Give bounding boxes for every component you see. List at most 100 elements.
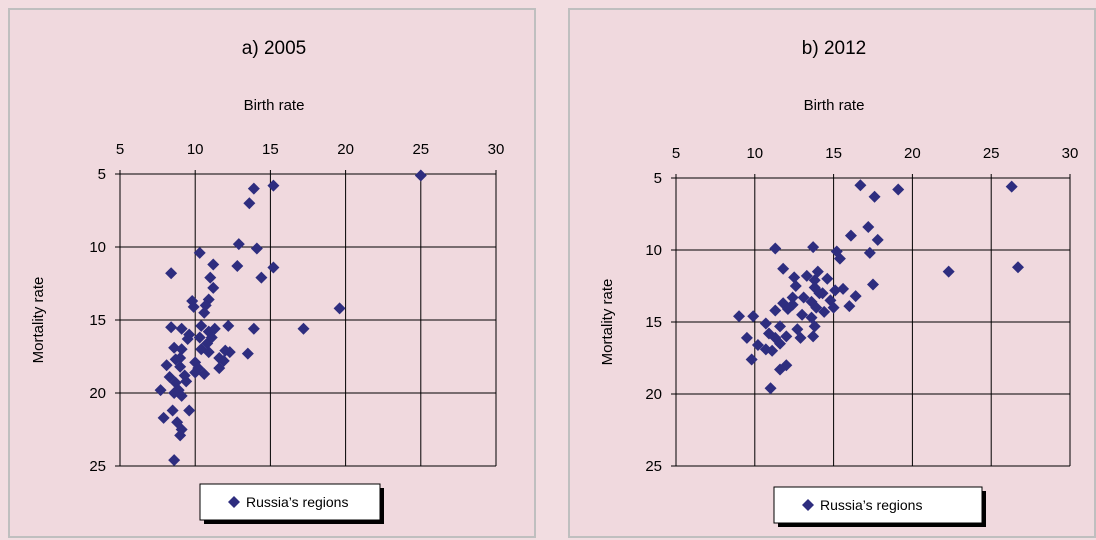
data-point xyxy=(797,291,810,304)
x-tick-label: 10 xyxy=(187,141,204,158)
x-tick-label: 30 xyxy=(488,141,505,158)
data-point xyxy=(829,284,842,297)
data-point xyxy=(745,353,758,366)
data-point xyxy=(833,252,846,265)
x-axis-label-2005: Birth rate xyxy=(244,97,305,114)
data-point xyxy=(1005,180,1018,193)
data-point xyxy=(871,233,884,246)
data-point xyxy=(267,179,280,192)
data-point xyxy=(796,308,809,321)
data-point xyxy=(863,246,876,259)
data-point xyxy=(175,389,188,402)
y-tick-label: 25 xyxy=(645,458,662,475)
data-point xyxy=(178,369,191,382)
data-point xyxy=(854,179,867,192)
data-point xyxy=(862,220,875,233)
data-point xyxy=(807,241,820,254)
y-tick-label: 15 xyxy=(645,314,662,331)
chart-title-2012: b) 2012 xyxy=(802,38,866,59)
data-point xyxy=(774,320,787,333)
data-point xyxy=(805,311,818,324)
scatter-chart-2005: a) 2005 Birth rate Mortality rate 5 10 15 20 25… xyxy=(30,38,505,524)
data-point xyxy=(192,362,205,375)
data-point xyxy=(202,346,215,359)
data-point xyxy=(175,322,188,335)
data-point xyxy=(774,363,787,376)
data-point xyxy=(764,382,777,395)
data-point xyxy=(217,354,230,367)
y-tick-label: 5 xyxy=(654,170,662,187)
data-point xyxy=(193,331,206,344)
data-point xyxy=(868,190,881,203)
data-point xyxy=(168,341,181,354)
data-point xyxy=(207,281,220,294)
data-point xyxy=(777,262,790,275)
data-point xyxy=(247,322,260,335)
data-point xyxy=(759,317,772,330)
x-tick-label: 15 xyxy=(262,141,279,158)
data-point xyxy=(250,242,263,255)
data-point xyxy=(204,271,217,284)
data-point xyxy=(769,304,782,317)
data-point xyxy=(780,330,793,343)
data-point xyxy=(786,291,799,304)
data-point xyxy=(333,302,346,315)
y-tick-label: 10 xyxy=(645,242,662,259)
data-point xyxy=(160,359,173,372)
data-point xyxy=(198,306,211,319)
data-point xyxy=(867,278,879,291)
data-point xyxy=(243,197,256,210)
legend-label: Russia’s regions xyxy=(820,497,922,513)
data-point xyxy=(740,331,753,344)
data-point xyxy=(267,261,280,274)
data-point xyxy=(165,321,178,334)
data-point xyxy=(774,337,787,350)
data-point xyxy=(1011,261,1024,274)
data-point xyxy=(166,404,179,417)
legend-marker xyxy=(228,496,240,508)
data-point xyxy=(811,265,824,278)
data-point xyxy=(808,274,821,287)
data-point xyxy=(759,343,772,356)
data-point xyxy=(247,182,260,195)
data-point xyxy=(789,280,802,292)
data-point xyxy=(762,327,775,340)
scatter-chart-2012: b) 2012 Birth rate Mortality rate 5 10 15 20 25… xyxy=(599,38,1079,527)
data-point xyxy=(942,265,955,278)
data-point xyxy=(205,331,218,344)
x-tick-label: 25 xyxy=(412,141,429,158)
data-point xyxy=(241,347,254,360)
data-point xyxy=(751,339,764,352)
data-point xyxy=(827,301,840,314)
legend-2012: Russia’s regions xyxy=(773,486,986,527)
legend-2005: Russia’s regions xyxy=(199,483,384,524)
chart-title-2005: a) 2005 xyxy=(242,38,306,59)
x-tick-label: 10 xyxy=(746,145,763,162)
data-point xyxy=(837,282,850,295)
x-tick-label: 15 xyxy=(825,145,842,162)
data-point xyxy=(207,258,220,271)
data-point xyxy=(788,271,801,284)
data-point xyxy=(794,331,807,344)
data-point xyxy=(231,259,244,272)
data-point xyxy=(414,169,427,182)
data-point xyxy=(187,300,200,313)
data-point xyxy=(255,271,268,284)
data-point xyxy=(781,303,794,316)
data-point xyxy=(807,330,820,343)
data-point xyxy=(813,287,826,300)
y-tick-label: 15 xyxy=(89,312,106,329)
x-tick-label: 30 xyxy=(1062,145,1079,162)
legend-marker xyxy=(802,499,814,511)
data-point xyxy=(766,344,779,357)
data-point xyxy=(169,353,182,366)
data-point xyxy=(193,246,206,259)
data-point xyxy=(174,429,187,442)
data-point xyxy=(843,300,856,313)
data-point xyxy=(183,404,196,417)
data-point xyxy=(805,295,818,308)
data-point xyxy=(844,229,857,242)
y-axis-label-2005: Mortality rate xyxy=(30,277,47,364)
x-tick-label: 20 xyxy=(337,141,354,158)
x-tick-label: 5 xyxy=(672,145,680,162)
